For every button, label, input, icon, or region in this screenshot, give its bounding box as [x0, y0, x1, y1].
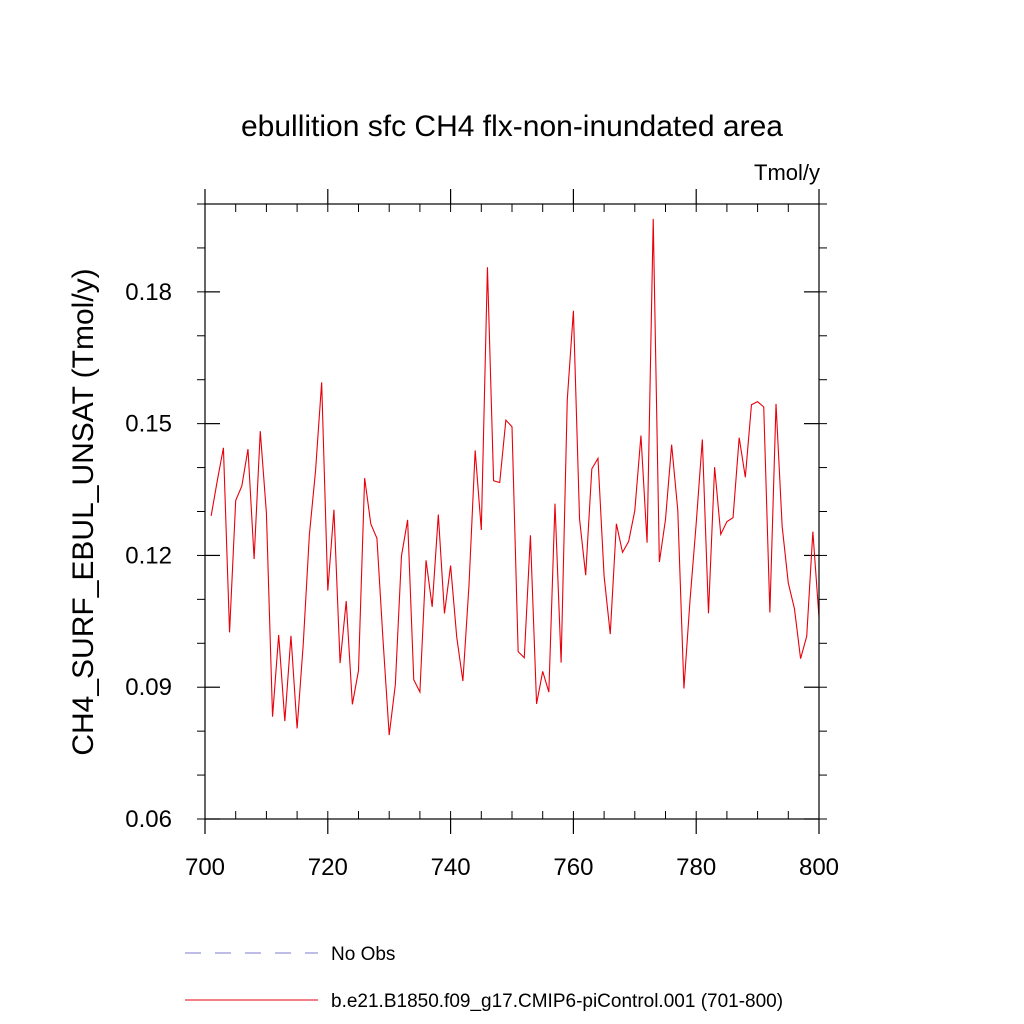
- y-tick-label: 0.06: [125, 806, 172, 833]
- plot-frame: [204, 203, 820, 820]
- x-tick-label: 740: [431, 854, 471, 881]
- y-tick-label: 0.15: [125, 411, 172, 438]
- axis-ticks: [197, 189, 827, 834]
- chart-title: ebullition sfc CH4 flx-non-inundated are…: [241, 110, 783, 143]
- x-tick-label: 720: [308, 854, 348, 881]
- axis-tick-labels: 700 720 740 760 780 800 0.06 0.09 0.12 0.15 0.18: [125, 279, 839, 881]
- x-tick-label: 780: [676, 854, 716, 881]
- series-group: [210, 218, 820, 736]
- legend: No Obs b.e21.B1850.f09_g17.CMIP6-piContr…: [185, 944, 783, 1012]
- y-tick-label: 0.12: [125, 542, 172, 569]
- legend-label-model: b.e21.B1850.f09_g17.CMIP6-piControl.001 …: [331, 991, 783, 1012]
- x-tick-label: 760: [553, 854, 593, 881]
- x-tick-label: 700: [185, 854, 225, 881]
- series-line: [210, 218, 820, 736]
- y-tick-label: 0.09: [125, 674, 172, 701]
- y-axis-label: CH4_SURF_EBUL_UNSAT (Tmol/y): [67, 268, 100, 755]
- y-tick-label: 0.18: [125, 279, 172, 306]
- units-label: Tmol/y: [754, 160, 820, 185]
- x-tick-label: 800: [799, 854, 839, 881]
- legend-label-no-obs: No Obs: [331, 944, 395, 965]
